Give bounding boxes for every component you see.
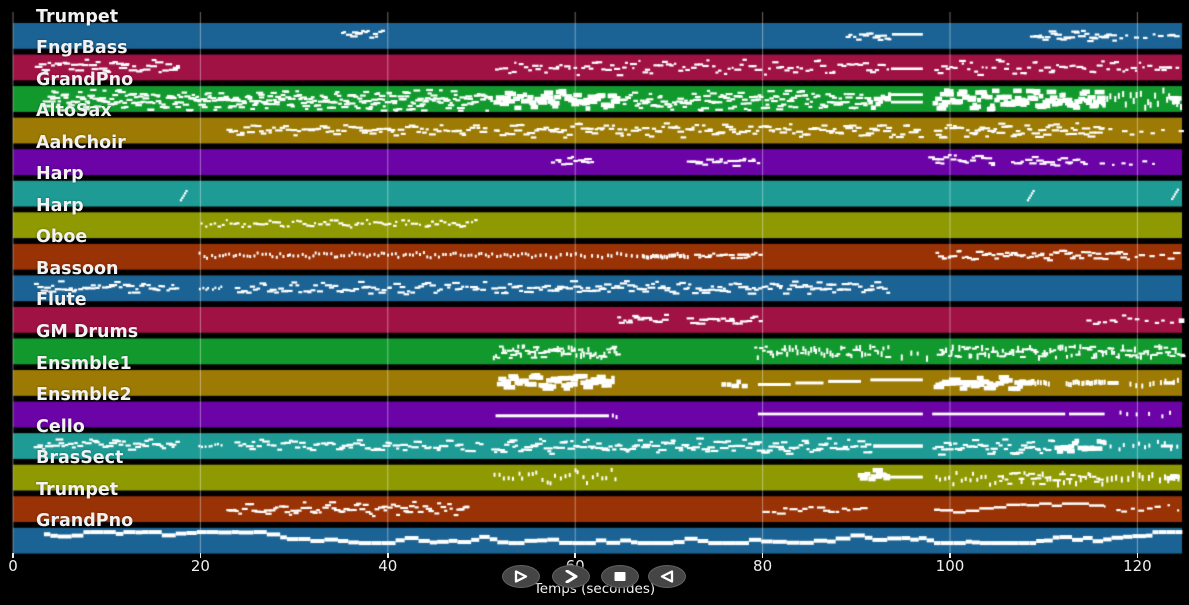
x-tick xyxy=(949,553,951,558)
track-label: Oboe xyxy=(36,227,88,248)
x-tick-label: 20 xyxy=(190,557,210,575)
fast-forward-icon xyxy=(563,570,579,583)
x-tick xyxy=(387,553,389,558)
x-tick xyxy=(199,553,202,558)
x-tick-label: 80 xyxy=(753,557,773,575)
x-tick-label: 0 xyxy=(8,557,18,575)
track-label: Harp xyxy=(36,195,84,216)
fast-forward-button[interactable] xyxy=(552,565,590,588)
x-tick xyxy=(574,553,576,558)
x-tick xyxy=(12,553,14,558)
track-label: GrandPno xyxy=(36,511,134,532)
track-label: BrasSect xyxy=(36,448,124,469)
x-tick-label: 100 xyxy=(935,557,965,575)
play-icon xyxy=(513,570,529,583)
x-tick-label: 40 xyxy=(378,557,398,575)
track-label: Ensmble1 xyxy=(36,353,132,374)
rewind-button[interactable] xyxy=(648,565,686,588)
track-label: Bassoon xyxy=(36,258,119,279)
track-label: Harp xyxy=(36,164,84,185)
track-label: Ensmble2 xyxy=(36,385,132,406)
x-tick xyxy=(761,553,764,558)
track-label: Trumpet xyxy=(36,479,119,500)
x-tick xyxy=(1136,553,1139,558)
rewind-icon xyxy=(659,570,675,583)
track-label: Cello xyxy=(36,416,85,437)
track-label: Flute xyxy=(36,290,87,311)
track-label: GrandPno xyxy=(36,69,134,90)
stop-button[interactable] xyxy=(601,565,639,588)
stop-icon xyxy=(612,570,628,583)
x-axis-label: Temps (secondes) xyxy=(533,581,656,597)
track-label: FngrBass xyxy=(36,38,128,59)
track-label: AahChoir xyxy=(36,132,126,153)
x-tick-label: 120 xyxy=(1123,557,1152,575)
track-label: AltoSax xyxy=(36,101,112,122)
play-button[interactable] xyxy=(502,565,540,588)
track-label: GM Drums xyxy=(36,322,139,342)
track-label: Trumpet xyxy=(36,6,119,27)
